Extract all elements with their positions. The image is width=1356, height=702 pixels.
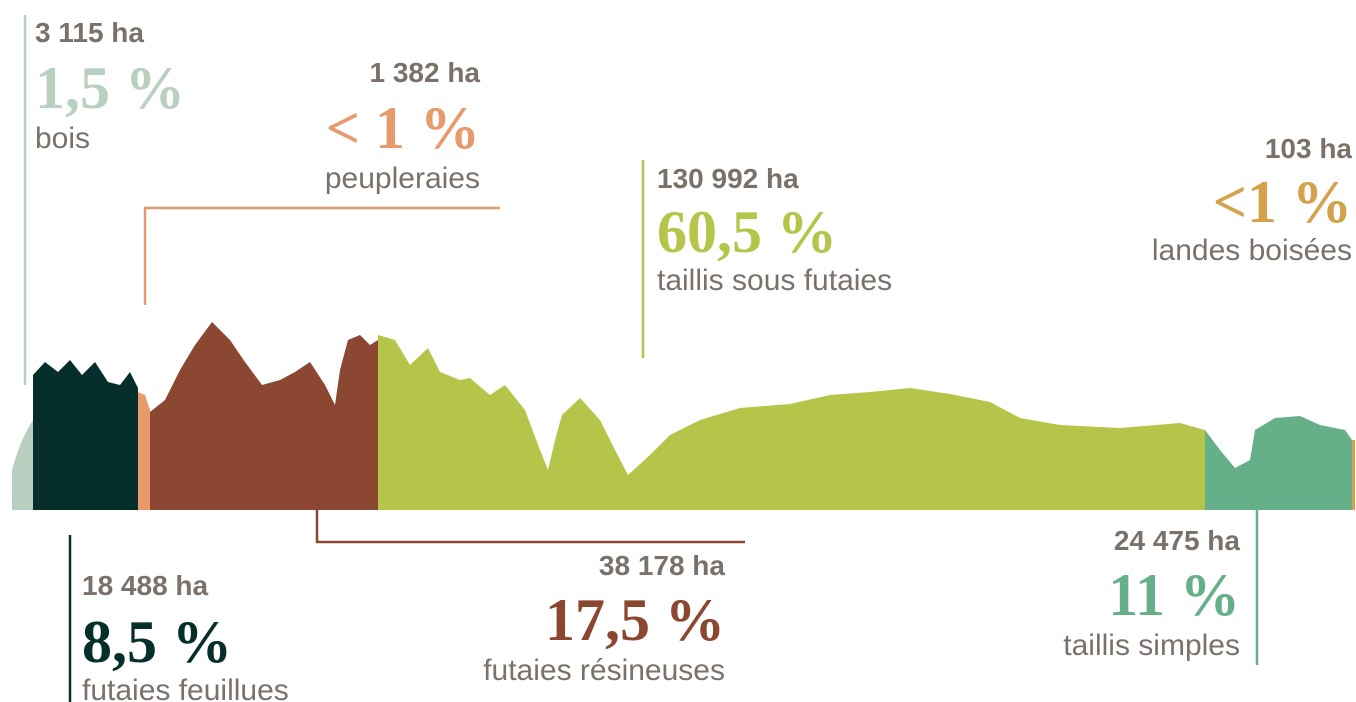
taillis-simples-shape bbox=[1205, 416, 1352, 510]
label: taillis sous futaies bbox=[657, 264, 892, 297]
area: 38 178 ha bbox=[599, 550, 726, 581]
area: 1 382 ha bbox=[369, 57, 480, 88]
share: 8,5 % bbox=[82, 609, 232, 675]
area: 3 115 ha bbox=[35, 17, 144, 48]
peupleraies-shape bbox=[138, 392, 150, 510]
area: 24 475 ha bbox=[1114, 525, 1241, 556]
label: futaies feuillues bbox=[82, 674, 289, 702]
resineuses-shape bbox=[150, 322, 378, 510]
share: 17,5 % bbox=[545, 587, 725, 653]
bois-shape bbox=[12, 420, 33, 510]
landes-shape bbox=[1352, 440, 1355, 510]
label: peupleraies bbox=[325, 162, 480, 195]
peupleraies-leader bbox=[145, 208, 500, 305]
taillis-sous-futaies-shape bbox=[378, 335, 1205, 510]
share: <1 % bbox=[1213, 169, 1352, 235]
share: < 1 % bbox=[326, 95, 480, 161]
label: landes boisées bbox=[1152, 234, 1352, 267]
label: bois bbox=[35, 122, 90, 155]
label: taillis simples bbox=[1063, 629, 1240, 662]
share: 60,5 % bbox=[657, 199, 837, 265]
share: 11 % bbox=[1108, 562, 1240, 628]
area: 130 992 ha bbox=[657, 163, 799, 194]
label: futaies résineuses bbox=[483, 654, 725, 687]
area: 18 488 ha bbox=[82, 570, 209, 601]
forest-silhouette bbox=[12, 322, 1355, 510]
feuillus-shape bbox=[33, 360, 138, 510]
area: 103 ha bbox=[1265, 133, 1353, 164]
share: 1,5 % bbox=[35, 55, 185, 121]
resineuses-leader bbox=[317, 510, 745, 542]
infographic: 3 115 ha 1,5 % bois 1 382 ha < 1 % peupl… bbox=[0, 0, 1356, 702]
